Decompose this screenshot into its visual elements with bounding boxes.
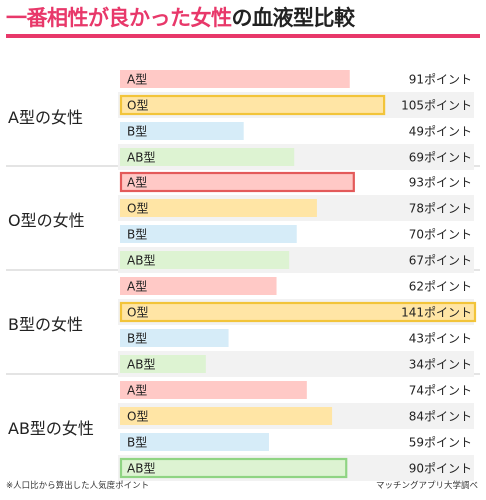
bar-value-label: 59ポイント — [409, 436, 472, 450]
group-label: B型の女性 — [8, 315, 83, 334]
bar-value-label: 69ポイント — [409, 151, 472, 165]
bar-ab-women-o — [120, 407, 333, 425]
bar-category-label: A型 — [127, 384, 147, 398]
bar-category-label: B型 — [127, 332, 147, 346]
bar-category-label: AB型 — [127, 151, 155, 165]
bar-a-women-ab — [120, 148, 295, 166]
bar-value-label: 67ポイント — [409, 254, 472, 268]
bar-category-label: AB型 — [127, 254, 155, 268]
bar-value-label: 91ポイント — [409, 73, 472, 87]
bar-value-label: 34ポイント — [409, 358, 472, 372]
bar-value-label: 93ポイント — [409, 176, 472, 190]
chart-title-rest: の血液型比較 — [231, 6, 356, 30]
bar-a-women-b — [120, 122, 244, 140]
bar-o-women-a — [119, 171, 355, 193]
bar-o-women-ab — [120, 251, 290, 269]
bar-o-women-o — [120, 199, 317, 217]
bar-value-label: 49ポイント — [409, 125, 472, 139]
group-b-women: B型の女性 A型 62ポイント O型 141ポイント B型 43ポイント AB型 34ポイント — [8, 277, 477, 377]
bar-value-label: 70ポイント — [409, 228, 472, 242]
chart-title-accent: 一番相性が良かった女性 — [6, 6, 232, 30]
bar-value-label: 62ポイント — [409, 280, 472, 294]
group-label: AB型の女性 — [8, 419, 94, 438]
bar-category-label: AB型 — [127, 358, 155, 372]
group-label: O型の女性 — [8, 211, 85, 230]
bar-category-label: O型 — [127, 202, 148, 216]
bar-b-women-a — [120, 277, 277, 295]
title-underline — [6, 34, 480, 38]
bar-value-label: 78ポイント — [409, 202, 472, 216]
bar-category-label: O型 — [127, 410, 148, 424]
bar-b-women-o — [119, 301, 477, 323]
source-credit: マッチングアプリ大学調べ — [375, 481, 478, 491]
bar-value-label: 84ポイント — [409, 410, 472, 424]
bar-a-women-o — [119, 94, 386, 116]
bar-value-label: 105ポイント — [401, 99, 472, 113]
bar-category-label: B型 — [127, 436, 147, 450]
bar-value-label: 90ポイント — [409, 462, 472, 476]
bar-category-label: B型 — [127, 228, 147, 242]
bar-category-label: AB型 — [127, 462, 155, 476]
bar-category-label: A型 — [127, 176, 147, 190]
group-o-women: O型の女性 A型 93ポイント O型 78ポイント B型 70ポイント AB型 67ポイント — [8, 171, 474, 273]
bar-category-label: B型 — [127, 125, 147, 139]
bar-category-label: A型 — [127, 73, 147, 87]
bar-o-women-b — [120, 225, 297, 243]
bar-b-women-ab — [120, 355, 206, 373]
bar-ab-women-ab — [119, 457, 348, 479]
footnote: ※人口比から算出した人気度ポイント — [6, 481, 150, 491]
bar-ab-women-b — [120, 433, 269, 451]
group-label: A型の女性 — [8, 108, 83, 127]
bar-category-label: A型 — [127, 280, 147, 294]
group-ab-women: AB型の女性 A型 74ポイント O型 84ポイント B型 59ポイント AB型 90ポイント — [8, 381, 474, 481]
bar-value-label: 141ポイント — [401, 306, 472, 320]
bar-a-women-a — [120, 70, 350, 88]
bar-b-women-b — [120, 329, 229, 347]
bar-value-label: 43ポイント — [409, 332, 472, 346]
bar-value-label: 74ポイント — [409, 384, 472, 398]
bar-category-label: O型 — [127, 306, 148, 320]
bar-category-label: O型 — [127, 99, 148, 113]
bar-ab-women-a — [120, 381, 307, 399]
group-a-women: A型の女性 A型 91ポイント O型 105ポイント B型 49ポイント AB型 69ポイント — [8, 70, 474, 170]
chart-title: 一番相性が良かった女性の血液型比較 — [6, 2, 355, 32]
